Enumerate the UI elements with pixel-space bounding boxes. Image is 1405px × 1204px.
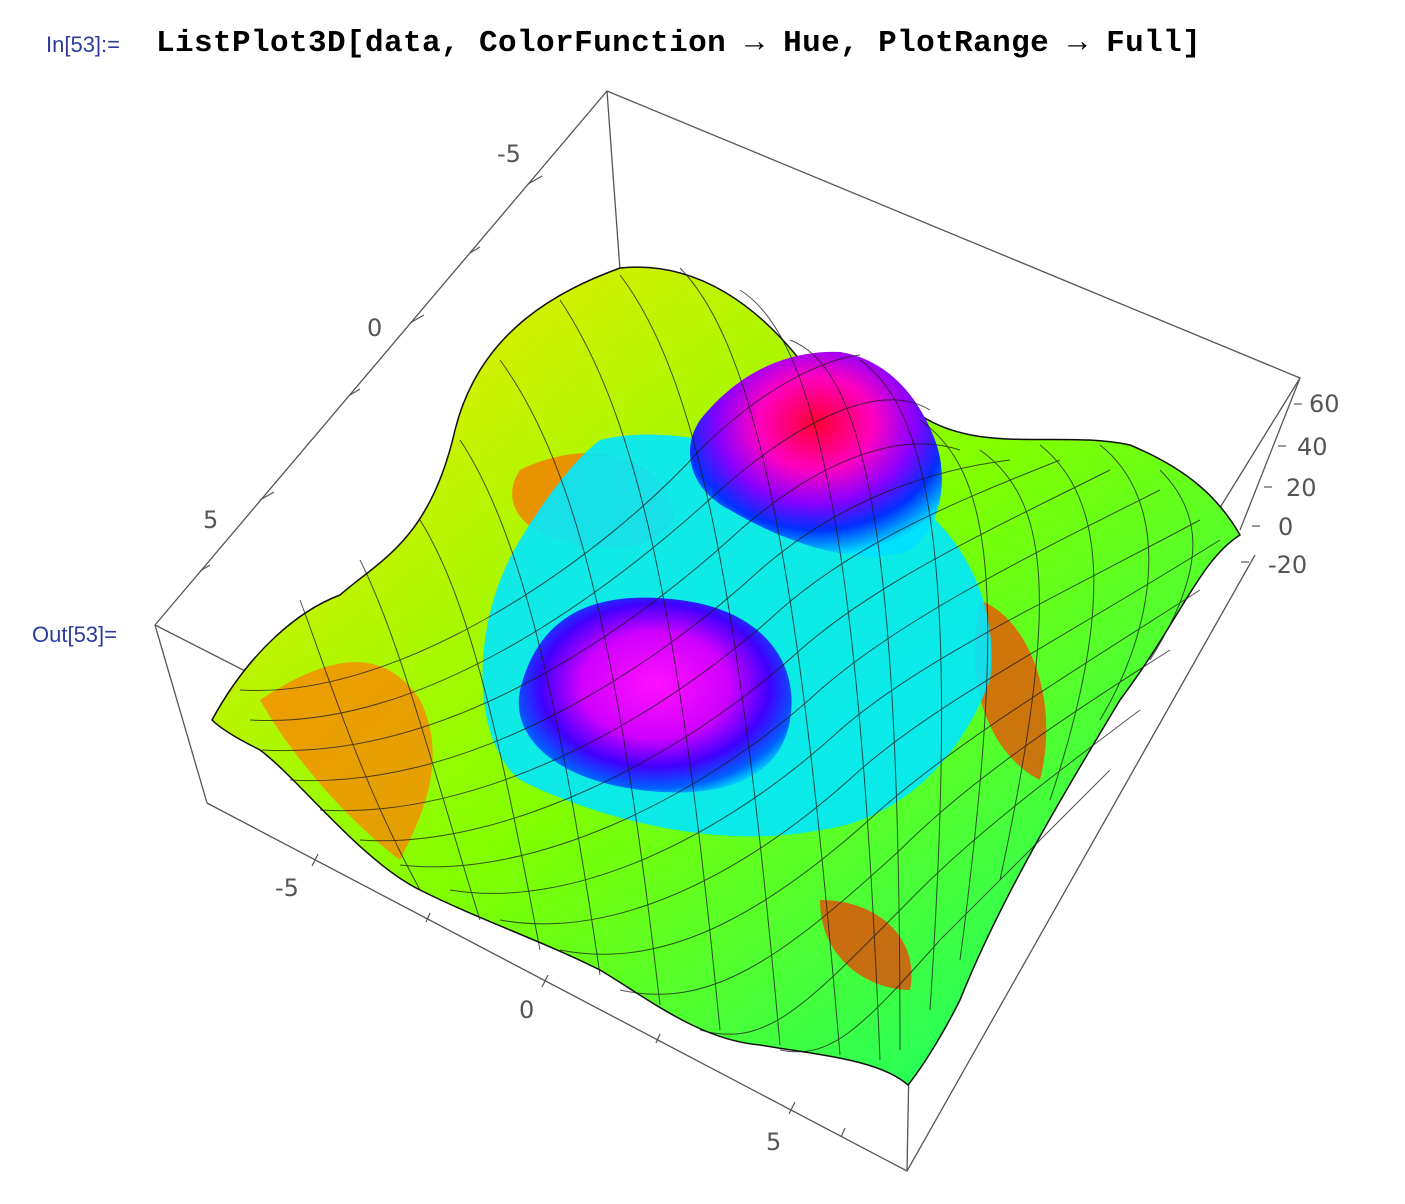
surface	[211, 266, 1242, 1087]
y-tick-label: -5	[497, 140, 521, 168]
axis-ticks	[199, 175, 1302, 1138]
z-tick-label: -20	[1268, 551, 1307, 579]
z-tick-label: 60	[1309, 390, 1340, 418]
z-tick-label: 0	[1278, 513, 1293, 541]
x-tick-label: -5	[275, 874, 299, 902]
input-cell-label: In[53]:=	[46, 32, 121, 57]
z-tick-label: 20	[1286, 474, 1317, 502]
x-tick-label: 5	[766, 1128, 781, 1156]
z-tick-label: 40	[1297, 433, 1328, 461]
input-code[interactable]: ListPlot3D[data, ColorFunction → Hue, Pl…	[156, 26, 1202, 61]
y-tick-label: 5	[203, 506, 218, 534]
x-tick-label: 0	[519, 996, 534, 1024]
surface-mesh	[239, 267, 1221, 1061]
y-tick-label: 0	[367, 314, 382, 342]
output-cell-label: Out[53]=	[32, 622, 118, 647]
